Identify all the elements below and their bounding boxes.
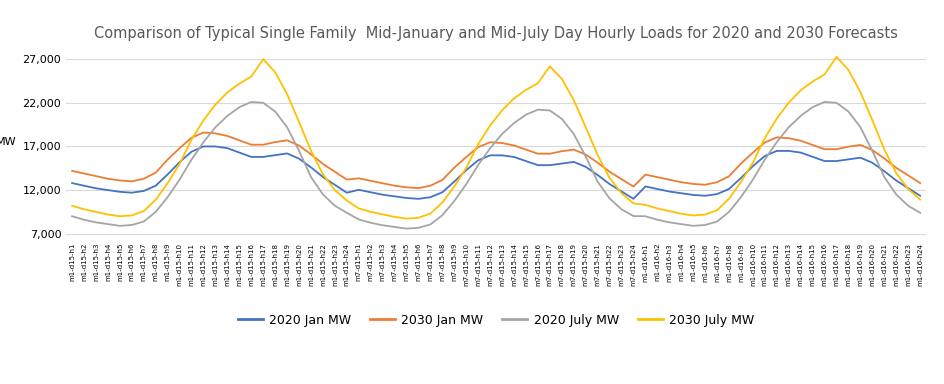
2020 July MW (66, 214, 77, 218)
2020 July MW (245, 99, 257, 104)
2020 Jan MW (627, 197, 638, 201)
2030 July MW (830, 55, 841, 59)
2020 July MW (663, 220, 674, 225)
Y-axis label: MW: MW (0, 137, 16, 147)
Line: 2030 July MW: 2030 July MW (72, 57, 919, 218)
2030 July MW (866, 118, 877, 122)
2030 July MW (66, 204, 77, 208)
2030 Jan MW (627, 184, 638, 189)
2020 Jan MW (364, 190, 376, 195)
2020 July MW (914, 210, 925, 215)
2030 Jan MW (66, 169, 77, 173)
2030 Jan MW (663, 177, 674, 182)
2030 July MW (186, 137, 197, 142)
2020 July MW (627, 214, 638, 218)
2030 Jan MW (866, 148, 877, 152)
2030 July MW (556, 77, 567, 81)
Title: Comparison of Typical Single Family  Mid-January and Mid-July Day Hourly Loads f: Comparison of Typical Single Family Mid-… (94, 26, 897, 41)
2030 Jan MW (186, 136, 197, 140)
2020 Jan MW (413, 197, 424, 201)
2020 July MW (364, 220, 376, 225)
2020 Jan MW (197, 144, 209, 149)
2030 Jan MW (567, 147, 579, 152)
2020 July MW (400, 226, 412, 231)
2020 July MW (186, 157, 197, 162)
2030 July MW (400, 216, 412, 221)
Legend: 2020 Jan MW, 2030 Jan MW, 2020 July MW, 2030 July MW: 2020 Jan MW, 2030 Jan MW, 2020 July MW, … (233, 309, 758, 332)
2020 Jan MW (186, 149, 197, 154)
2030 Jan MW (364, 179, 376, 183)
2020 Jan MW (66, 181, 77, 185)
2030 Jan MW (914, 181, 925, 185)
2030 July MW (651, 206, 663, 211)
2030 Jan MW (197, 130, 209, 135)
Line: 2030 Jan MW: 2030 Jan MW (72, 132, 919, 188)
2020 July MW (567, 132, 579, 136)
2020 Jan MW (914, 194, 925, 198)
2020 Jan MW (567, 160, 579, 164)
2020 Jan MW (663, 189, 674, 194)
2030 July MW (353, 206, 364, 211)
2020 July MW (866, 149, 877, 153)
Line: 2020 Jan MW: 2020 Jan MW (72, 146, 919, 199)
2020 Jan MW (866, 161, 877, 165)
2030 July MW (914, 197, 925, 202)
2030 Jan MW (413, 186, 424, 190)
2030 July MW (615, 191, 627, 195)
Line: 2020 July MW: 2020 July MW (72, 102, 919, 228)
